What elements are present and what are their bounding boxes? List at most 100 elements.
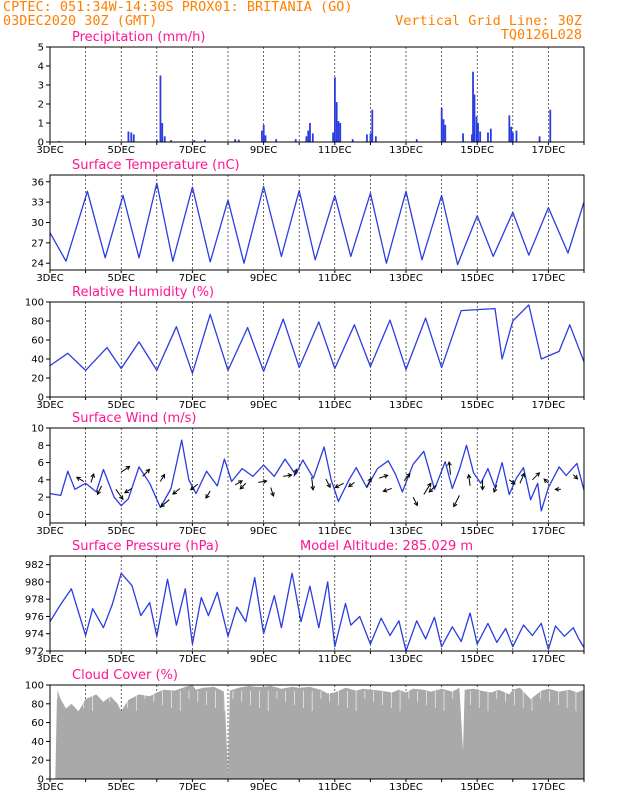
x-tick-label: 11DEC [318, 273, 352, 284]
y-tick-label: 4 [38, 62, 44, 73]
y-tick-label: 100 [25, 298, 44, 309]
precip-bar [487, 132, 489, 142]
wind-arrow-head [535, 472, 541, 477]
precip-bar [472, 71, 474, 142]
x-tick-label: 3DEC [36, 273, 63, 284]
precip-bar [440, 107, 443, 142]
y-tick-label: 972 [25, 647, 44, 658]
x-tick-label: 9DEC [250, 400, 277, 411]
wind-arrow-head [520, 472, 525, 478]
precip-bar [339, 123, 342, 142]
precip-bar [262, 124, 265, 142]
wind-arrow-head [543, 478, 549, 484]
x-tick-label: 11DEC [318, 654, 352, 665]
precip-bar [374, 136, 377, 142]
precip-bar [515, 130, 518, 142]
y-tick-label: 24 [31, 259, 44, 270]
wind-arrow-head [172, 490, 177, 495]
y-tick-label: 0 [38, 510, 44, 521]
wind-arrow [172, 488, 181, 495]
x-tick-label: 9DEC [250, 654, 277, 665]
y-tick-label: 60 [31, 718, 44, 729]
x-tick-label: 13DEC [389, 400, 423, 411]
y-tick-label: 980 [25, 577, 44, 588]
precip-bar [234, 139, 237, 142]
y-tick-label: 0 [38, 393, 44, 404]
y-tick-label: 976 [25, 612, 44, 623]
wind-arrow-head [554, 486, 560, 492]
precip-bar [334, 77, 336, 142]
y-tick-label: 40 [31, 355, 44, 366]
wind-arrow-head [205, 494, 210, 499]
precip-bar [311, 133, 314, 142]
wind-arrow-head [383, 474, 389, 479]
panel-5: 0 20 40 60 80 100 3DEC 5DEC 7DEC 9DEC 11DEC 13DEC 15… [25, 668, 585, 793]
wind-arrow [519, 473, 525, 484]
x-tick-label: 15DEC [460, 400, 494, 411]
panel-title: Precipitation (mm/h) [72, 30, 205, 45]
x-tick-label: 17DEC [532, 145, 566, 156]
wind-arrow-head [189, 485, 195, 491]
wind-arrow-head [427, 482, 432, 488]
wind-arrow-head [96, 490, 101, 496]
y-tick-label: 60 [31, 336, 44, 347]
wind-arrow-head [125, 465, 131, 471]
panel-frame [49, 301, 585, 398]
x-tick-label: 17DEC [532, 782, 566, 793]
x-tick-label: 15DEC [460, 273, 494, 284]
y-tick-label: 36 [31, 177, 44, 188]
precip-bar [294, 139, 297, 142]
wind-arrow [283, 474, 292, 477]
y-tick-label: 80 [31, 699, 44, 710]
cloud-area [50, 685, 584, 779]
wind-arrow [270, 487, 274, 497]
precip-bar [479, 131, 482, 142]
precip-bar [471, 134, 473, 142]
precip-bar [442, 119, 445, 142]
x-tick-label: 3DEC [36, 145, 63, 156]
x-tick-label: 11DEC [318, 400, 352, 411]
x-tick-label: 7DEC [179, 145, 206, 156]
x-tick-label: 17DEC [532, 400, 566, 411]
x-tick-label: 9DEC [250, 782, 277, 793]
precip-bar [335, 102, 338, 142]
wind-arrow-head [367, 477, 372, 483]
wind-arrow-head [334, 483, 340, 489]
x-tick-label: 7DEC [179, 654, 206, 665]
wind-arrow [159, 474, 165, 482]
wind-arrow [120, 466, 130, 473]
wind-arrow-head [310, 485, 316, 491]
precip-bar [309, 123, 311, 142]
x-tick-label: 17DEC [532, 654, 566, 665]
wind-arrow [160, 499, 170, 508]
wind-arrow [258, 480, 267, 483]
precip-bar [512, 132, 514, 142]
wind-arrow-head [270, 491, 275, 497]
precip-bar [204, 139, 206, 142]
y-tick-label: 20 [31, 374, 44, 385]
precip-bar [415, 139, 418, 142]
x-tick-label: 5DEC [108, 526, 135, 537]
wind-arrow-head [75, 476, 81, 482]
wind-arrow [366, 478, 372, 487]
wind-arrow [234, 480, 243, 486]
panel-title: Surface Wind (m/s) [72, 411, 196, 426]
precip-bar [170, 140, 173, 142]
wind-arrow-head [573, 474, 579, 480]
x-tick-label: 7DEC [179, 526, 206, 537]
y-tick-label: 6 [38, 458, 44, 469]
x-tick-label: 5DEC [108, 400, 135, 411]
precip-bar [261, 130, 263, 142]
panel-title: Relative Humidity (%) [72, 285, 214, 300]
model-altitude: Model Altitude: 285.029 m [300, 539, 473, 554]
wind-arrow-head [262, 479, 268, 484]
wind-arrow [508, 479, 516, 485]
panel-frame [49, 427, 585, 524]
x-tick-label: 3DEC [36, 400, 63, 411]
wind-arrow [205, 490, 211, 499]
y-tick-label: 3 [38, 81, 44, 92]
wind-arrow-head [428, 488, 434, 493]
panel-frame [49, 46, 585, 143]
x-tick-label: 7DEC [179, 782, 206, 793]
wind-arrow-head [466, 473, 472, 479]
